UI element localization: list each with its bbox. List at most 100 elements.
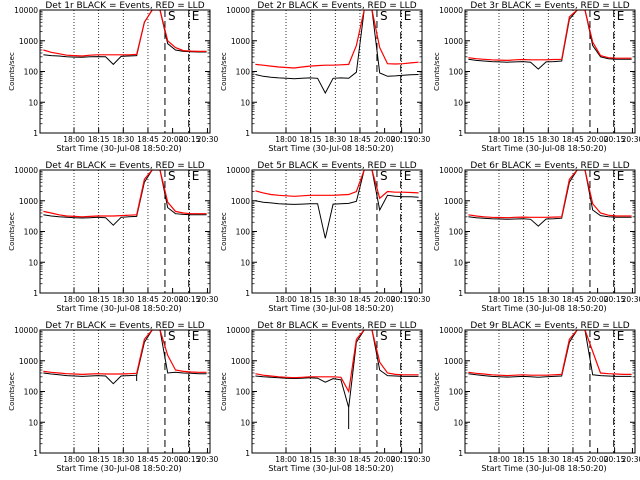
y-tick-label: 1 xyxy=(245,289,250,298)
x-tick-label: 18:30 xyxy=(324,295,346,304)
x-axis-label: Start Time (30-Jul-08 18:50:20) xyxy=(56,304,181,313)
x-tick-label: 18:15 xyxy=(513,135,535,144)
y-tick-label: 1000 xyxy=(19,37,38,46)
x-tick-label: 20:30 xyxy=(622,295,640,304)
y-tick-label: 1 xyxy=(245,449,250,458)
series-group xyxy=(468,170,632,227)
x-tick-label: 18:00 xyxy=(63,295,85,304)
x-tick-label: 20:30 xyxy=(197,295,219,304)
plot-frame xyxy=(251,9,423,134)
plot-frame xyxy=(464,9,636,134)
x-tick-label: 18:45 xyxy=(562,295,584,304)
x-tick-label: 20:00 xyxy=(162,135,184,144)
series-group xyxy=(255,330,419,430)
y-tick-label: 10 xyxy=(28,98,38,107)
y-tick-label: 10 xyxy=(240,98,250,107)
x-tick-label: 20:15 xyxy=(604,455,626,464)
y-tick-label: 1 xyxy=(458,289,463,298)
y-axis-label: Counts/sec xyxy=(8,212,16,251)
x-tick-label: 18:15 xyxy=(88,295,110,304)
x-tick-label: 20:30 xyxy=(197,455,219,464)
x-tick-label: 18:00 xyxy=(488,135,510,144)
y-tick-label: 1 xyxy=(33,289,38,298)
plot-frame xyxy=(39,9,211,134)
plot-frame xyxy=(251,169,423,294)
x-tick-label: 20:00 xyxy=(587,135,609,144)
x-tick-label: 20:30 xyxy=(409,295,431,304)
y-tick-label: 100 xyxy=(24,388,39,397)
flag-start: S xyxy=(380,169,388,183)
flag-start: S xyxy=(168,329,176,343)
x-tick-label: 18:45 xyxy=(562,135,584,144)
y-axis-label: Counts/sec xyxy=(8,52,16,91)
y-tick-label: 10000 xyxy=(14,6,38,15)
x-tick-label: 18:30 xyxy=(112,135,134,144)
y-tick-label: 10000 xyxy=(439,326,463,335)
y-tick-label: 10 xyxy=(240,258,250,267)
y-tick-label: 1 xyxy=(458,129,463,138)
flag-end: E xyxy=(404,9,412,23)
x-tick-label: 20:00 xyxy=(374,295,396,304)
x-axis-label: Start Time (30-Jul-08 18:50:20) xyxy=(268,144,393,153)
flag-end: E xyxy=(617,329,625,343)
flag-start: S xyxy=(168,9,176,23)
x-tick-label: 18:00 xyxy=(275,135,297,144)
y-tick-label: 10000 xyxy=(14,326,38,335)
x-tick-label: 18:15 xyxy=(513,295,535,304)
series-lld-line xyxy=(468,170,632,219)
panel-title: Det 4r BLACK = Events, RED = LLD xyxy=(45,161,204,171)
flag-start: S xyxy=(593,9,601,23)
series-lld-line xyxy=(255,330,419,394)
y-axis-label: Counts/sec xyxy=(433,52,441,91)
y-tick-label: 1000 xyxy=(231,357,250,366)
flag-start: S xyxy=(593,169,601,183)
y-tick-label: 1 xyxy=(245,129,250,138)
x-tick-label: 20:00 xyxy=(587,295,609,304)
panel-title: Det 6r BLACK = Events, RED = LLD xyxy=(470,161,629,171)
x-tick-label: 20:30 xyxy=(409,135,431,144)
y-tick-label: 1000 xyxy=(231,37,250,46)
y-tick-label: 10000 xyxy=(226,6,250,15)
x-tick-label: 20:15 xyxy=(604,295,626,304)
x-tick-label: 20:15 xyxy=(391,135,413,144)
y-axis-label: Counts/sec xyxy=(220,212,228,251)
series-lld-line xyxy=(468,330,632,377)
series-group xyxy=(43,10,207,66)
x-tick-label: 18:15 xyxy=(300,295,322,304)
x-tick-label: 20:00 xyxy=(374,135,396,144)
x-tick-label: 18:45 xyxy=(349,295,371,304)
series-events-line xyxy=(43,10,207,66)
y-tick-label: 10 xyxy=(28,258,38,267)
x-axis-label: Start Time (30-Jul-08 18:50:20) xyxy=(268,464,393,473)
y-axis-label: Counts/sec xyxy=(8,372,16,411)
x-tick-label: 20:15 xyxy=(179,455,201,464)
panel-title: Det 2r BLACK = Events, RED = LLD xyxy=(257,1,416,11)
y-tick-label: 10 xyxy=(453,418,463,427)
x-tick-label: 18:15 xyxy=(88,455,110,464)
panel-title: Det 3r BLACK = Events, RED = LLD xyxy=(470,1,629,11)
x-tick-label: 18:30 xyxy=(112,295,134,304)
y-tick-label: 100 xyxy=(449,68,464,77)
y-tick-label: 10000 xyxy=(226,166,250,175)
flag-end: E xyxy=(192,9,200,23)
series-events-line xyxy=(255,170,419,239)
plot-frame xyxy=(251,329,423,454)
flag-start: S xyxy=(593,329,601,343)
x-tick-label: 18:15 xyxy=(300,455,322,464)
y-tick-label: 100 xyxy=(449,228,464,237)
x-axis-label: Start Time (30-Jul-08 18:50:20) xyxy=(56,144,181,153)
flag-end: E xyxy=(617,169,625,183)
x-tick-label: 20:00 xyxy=(374,455,396,464)
series-events-line xyxy=(255,10,419,95)
flag-end: E xyxy=(404,329,412,343)
x-tick-label: 20:15 xyxy=(604,135,626,144)
series-lld-line xyxy=(255,170,419,200)
x-tick-label: 20:00 xyxy=(587,455,609,464)
y-tick-label: 1000 xyxy=(444,357,463,366)
